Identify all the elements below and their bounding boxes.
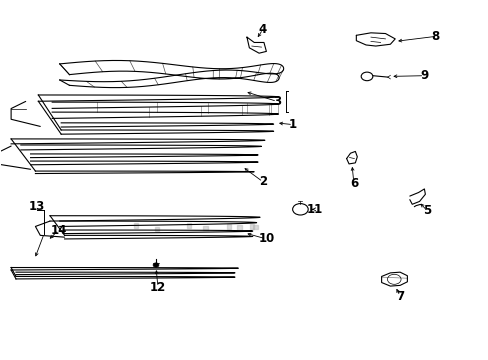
Text: 1: 1 bbox=[288, 118, 297, 131]
Text: 11: 11 bbox=[306, 203, 323, 216]
Text: 14: 14 bbox=[50, 224, 67, 237]
Text: 5: 5 bbox=[422, 204, 430, 217]
Text: 9: 9 bbox=[419, 69, 427, 82]
Text: 13: 13 bbox=[29, 200, 45, 213]
Text: 7: 7 bbox=[395, 289, 403, 303]
Text: 2: 2 bbox=[258, 175, 266, 188]
Circle shape bbox=[153, 263, 159, 267]
Text: 10: 10 bbox=[258, 233, 274, 246]
Text: 3: 3 bbox=[272, 95, 281, 108]
Text: 12: 12 bbox=[149, 281, 166, 294]
Text: 8: 8 bbox=[430, 30, 439, 43]
Text: 6: 6 bbox=[349, 177, 357, 190]
Text: 4: 4 bbox=[258, 23, 266, 36]
